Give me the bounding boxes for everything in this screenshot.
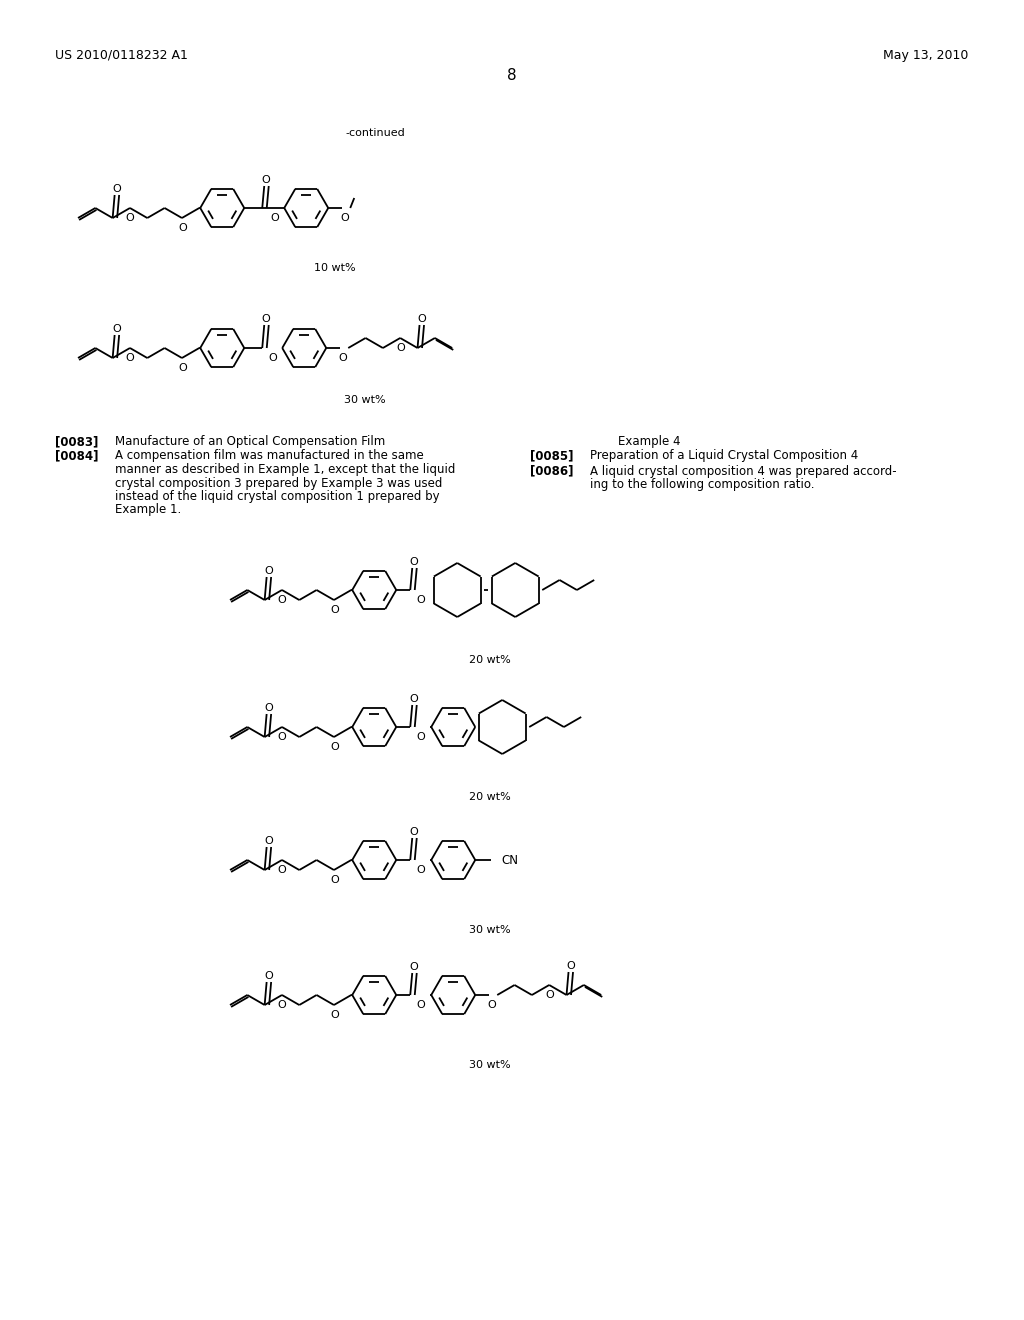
Text: O: O [262,176,270,185]
Text: O: O [126,352,134,363]
Text: O: O [331,742,339,752]
Text: May 13, 2010: May 13, 2010 [883,49,968,62]
Text: 30 wt%: 30 wt% [469,925,511,935]
Text: [0083]: [0083] [55,436,98,449]
Text: O: O [410,557,419,568]
Text: [0084]: [0084] [55,450,98,462]
Text: -continued: -continued [345,128,404,139]
Text: O: O [178,223,187,234]
Text: O: O [331,1010,339,1020]
Text: manner as described in Example 1, except that the liquid: manner as described in Example 1, except… [115,463,456,477]
Text: O: O [264,972,273,981]
Text: O: O [331,875,339,884]
Text: O: O [397,343,406,352]
Text: O: O [410,828,419,837]
Text: O: O [262,314,270,323]
Text: O: O [546,990,555,1001]
Text: 20 wt%: 20 wt% [469,655,511,665]
Text: O: O [410,962,419,972]
Text: O: O [126,213,134,223]
Text: [0086]: [0086] [530,465,573,478]
Text: CN: CN [501,854,518,866]
Text: A liquid crystal composition 4 was prepared accord-: A liquid crystal composition 4 was prepa… [590,465,897,478]
Text: O: O [417,865,426,875]
Text: ing to the following composition ratio.: ing to the following composition ratio. [590,478,814,491]
Text: O: O [278,595,287,605]
Text: O: O [331,605,339,615]
Text: 30 wt%: 30 wt% [469,1060,511,1071]
Text: O: O [417,733,426,742]
Text: crystal composition 3 prepared by Example 3 was used: crystal composition 3 prepared by Exampl… [115,477,442,490]
Text: 20 wt%: 20 wt% [469,792,511,803]
Text: O: O [410,694,419,704]
Text: O: O [264,566,273,576]
Text: A compensation film was manufactured in the same: A compensation film was manufactured in … [115,450,424,462]
Text: O: O [178,363,187,374]
Text: O: O [339,352,347,363]
Text: O: O [264,836,273,846]
Text: O: O [566,961,574,972]
Text: US 2010/0118232 A1: US 2010/0118232 A1 [55,49,187,62]
Text: O: O [417,595,426,605]
Text: O: O [278,1001,287,1010]
Text: O: O [113,183,121,194]
Text: O: O [271,213,280,223]
Text: Preparation of a Liquid Crystal Composition 4: Preparation of a Liquid Crystal Composit… [590,450,858,462]
Text: O: O [278,733,287,742]
Text: O: O [487,1001,497,1010]
Text: O: O [264,704,273,713]
Text: 10 wt%: 10 wt% [314,263,355,273]
Text: O: O [269,352,278,363]
Text: O: O [417,314,426,323]
Text: Manufacture of an Optical Compensation Film: Manufacture of an Optical Compensation F… [115,436,385,449]
Text: [0085]: [0085] [530,450,573,462]
Text: 8: 8 [507,67,517,82]
Text: 30 wt%: 30 wt% [344,395,386,405]
Text: Example 4: Example 4 [618,436,681,449]
Text: O: O [113,323,121,334]
Text: O: O [278,865,287,875]
Text: Example 1.: Example 1. [115,503,181,516]
Text: instead of the liquid crystal composition 1 prepared by: instead of the liquid crystal compositio… [115,490,439,503]
Text: O: O [417,1001,426,1010]
Text: O: O [341,213,349,223]
